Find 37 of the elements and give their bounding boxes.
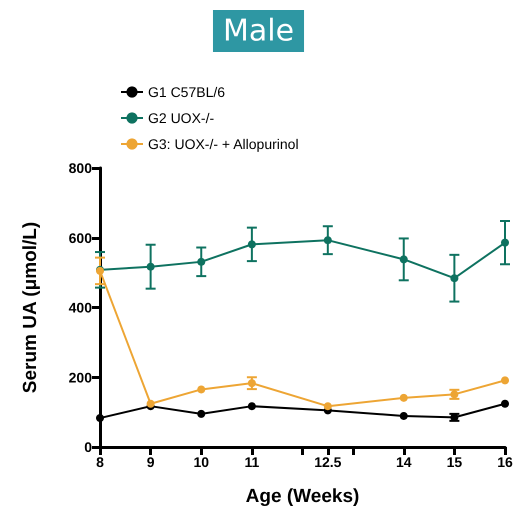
x-tick-label: 11 — [244, 454, 260, 470]
point — [324, 236, 332, 244]
y-tick-label: 600 — [68, 230, 92, 246]
x-tick-label: 10 — [193, 454, 210, 470]
y-tick-label: 200 — [68, 369, 92, 386]
point — [501, 376, 509, 384]
y-tick-label: 400 — [68, 300, 92, 316]
point — [248, 240, 256, 248]
x-tick-label: 8 — [96, 454, 104, 470]
point — [248, 402, 256, 410]
x-tick-label: 16 — [497, 454, 513, 470]
point — [146, 400, 155, 408]
point — [248, 379, 256, 388]
point — [197, 410, 206, 418]
legend-label: G3: UOX-/- + Allopurinol — [148, 136, 299, 152]
y-axis-title: Serum UA (μmol/L) — [20, 222, 41, 394]
legend-label: G2 UOX-/- — [148, 110, 214, 126]
x-tick-label: 12.5 — [314, 454, 342, 470]
x-axis-title: Age (Weeks) — [246, 486, 360, 507]
point — [324, 402, 332, 410]
point — [400, 255, 408, 264]
x-tick-label: 15 — [446, 454, 462, 470]
legend-label: G1 C57BL/6 — [148, 84, 226, 100]
x-tick-label: 9 — [146, 454, 155, 470]
point — [197, 385, 206, 394]
point — [501, 400, 509, 408]
point — [450, 274, 458, 282]
point — [400, 394, 408, 402]
point — [400, 412, 408, 420]
x-tick-label: 14 — [396, 454, 412, 470]
point — [146, 262, 155, 271]
point — [96, 414, 104, 422]
y-tick-label: 0 — [84, 439, 92, 455]
point — [501, 238, 509, 247]
y-tick-label: 800 — [68, 160, 92, 176]
chart-title: Male — [222, 14, 294, 48]
point — [197, 258, 206, 266]
